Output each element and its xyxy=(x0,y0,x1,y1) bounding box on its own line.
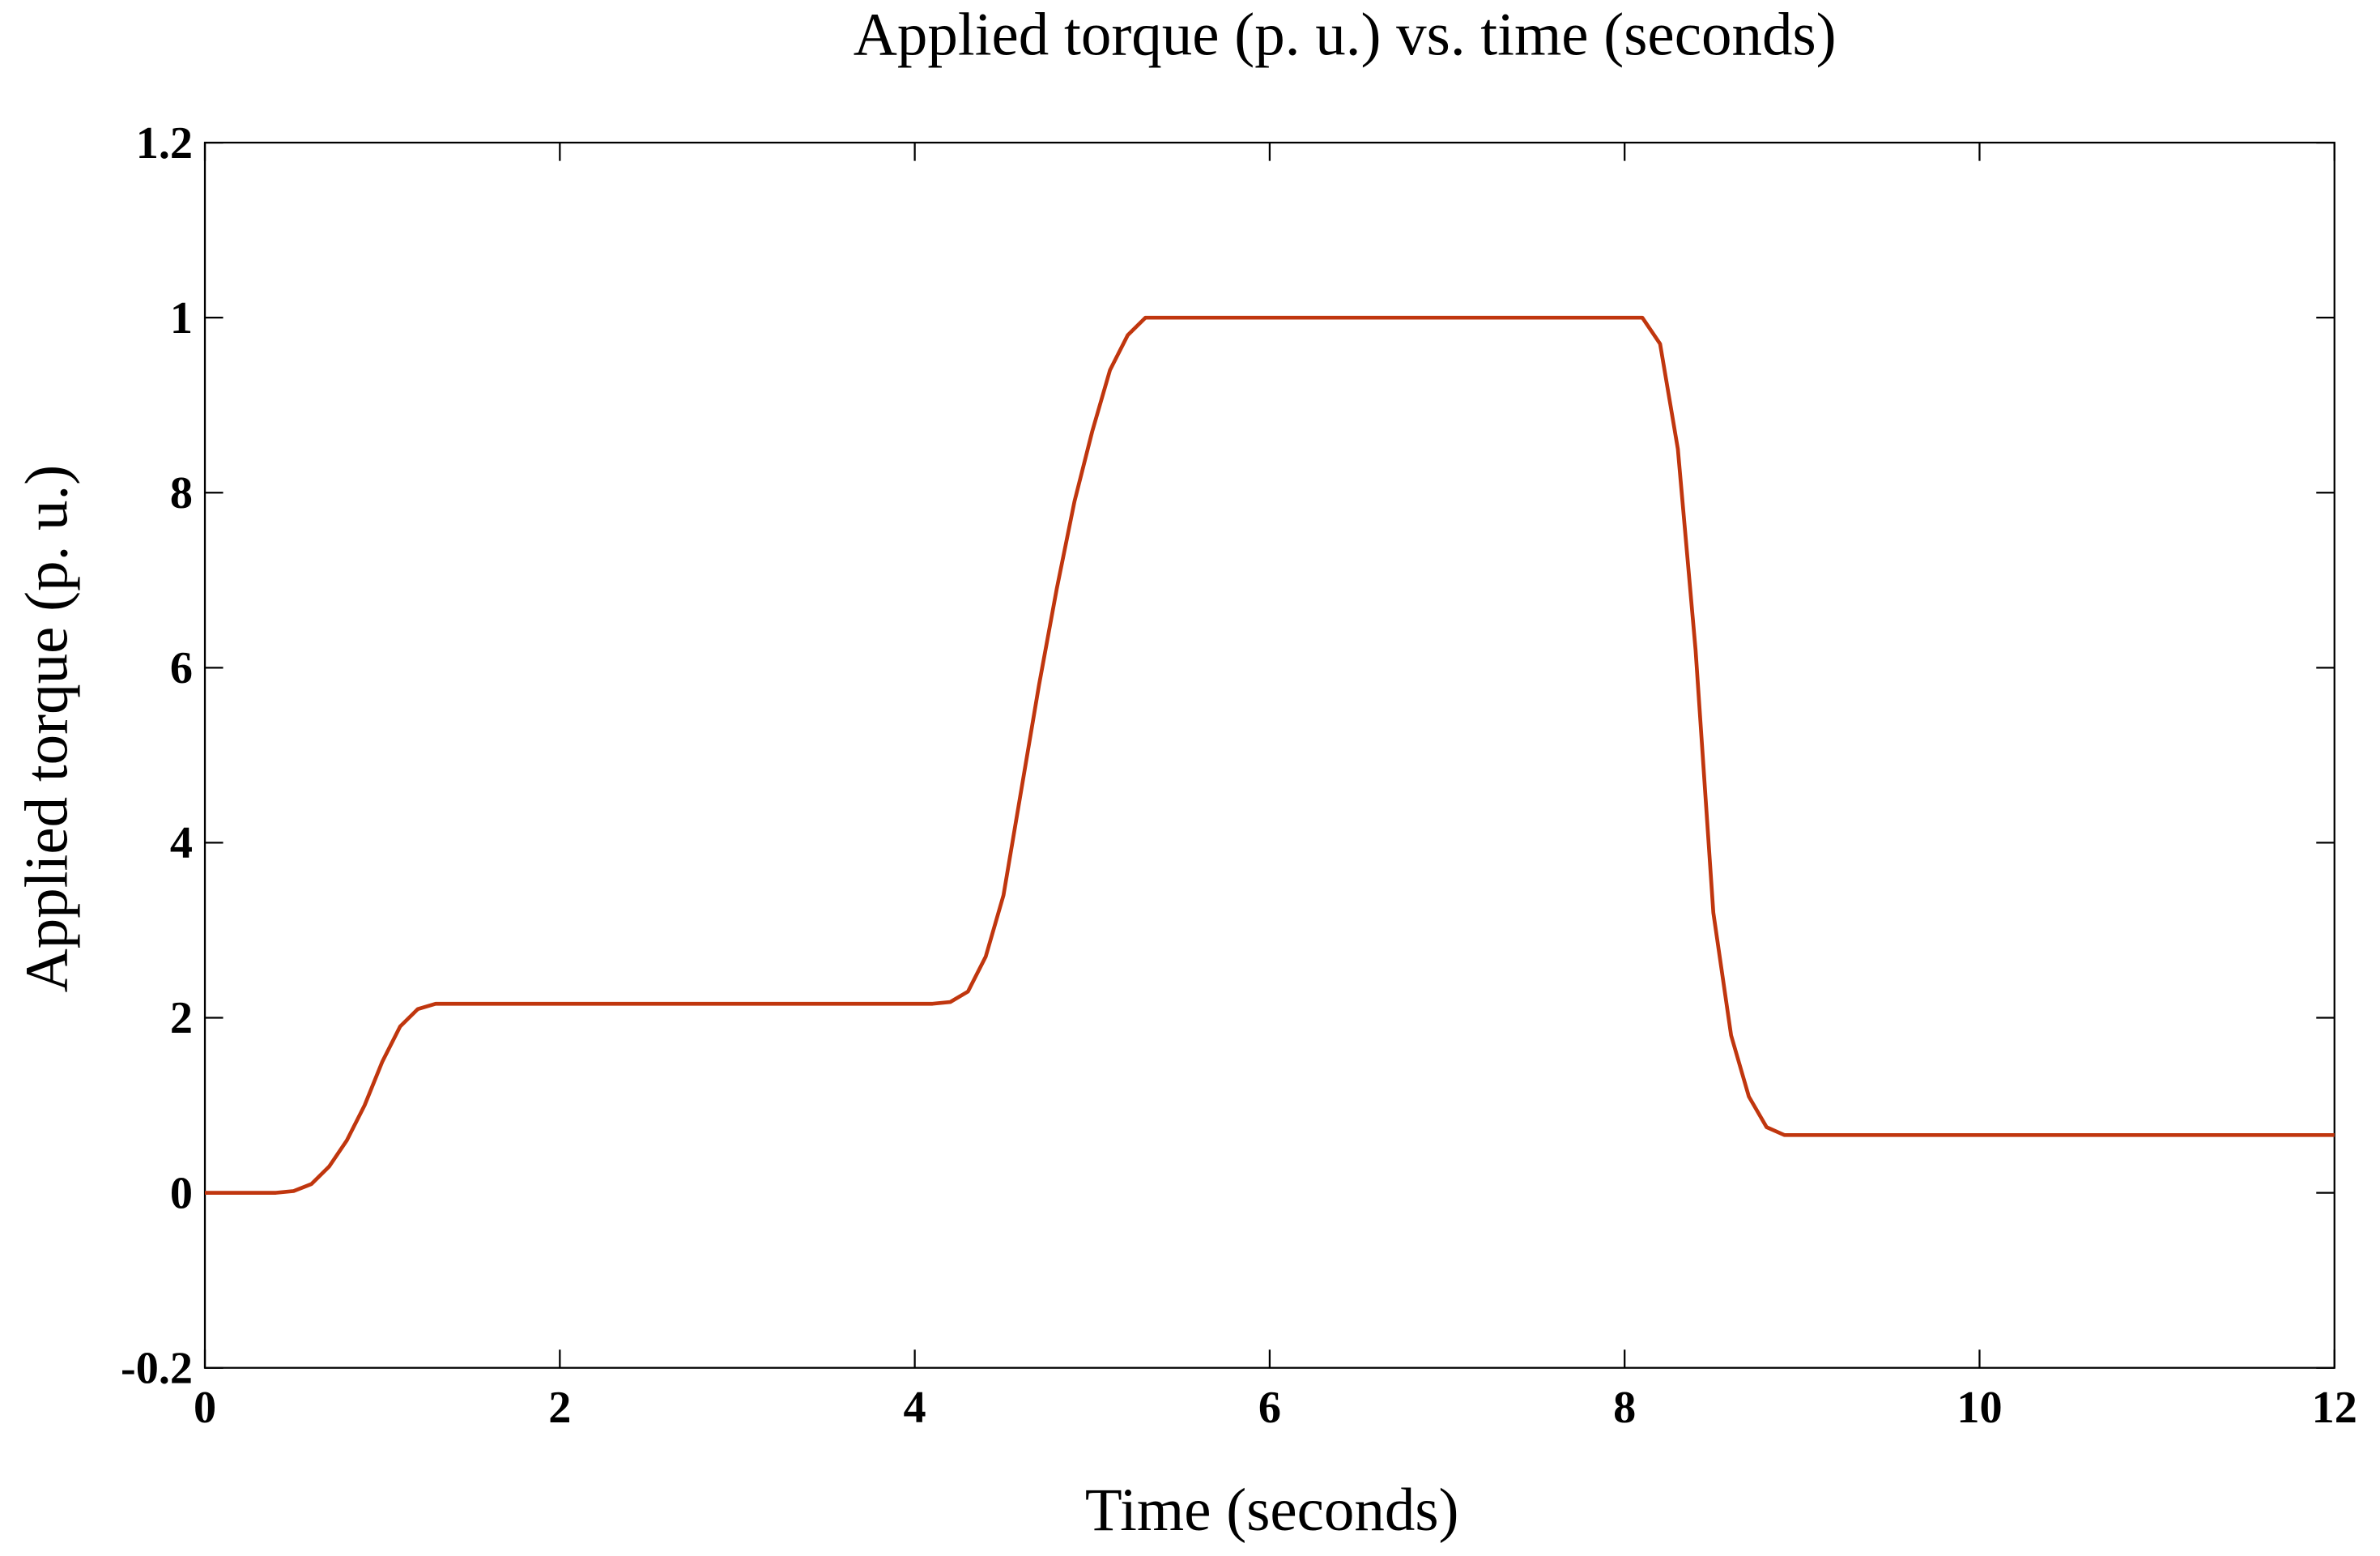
y-tick-label: 1 xyxy=(170,293,193,343)
y-tick-label: 6 xyxy=(170,643,193,693)
x-tick-label: 4 xyxy=(904,1383,926,1433)
data-line xyxy=(205,315,2335,1195)
y-tick-label: 4 xyxy=(170,818,193,868)
x-axis-label: Time (seconds) xyxy=(1085,1477,1459,1544)
y-tick-label: 1.2 xyxy=(136,118,193,168)
x-tick-label: 10 xyxy=(1956,1383,2002,1433)
x-tick-label: 6 xyxy=(1258,1383,1281,1433)
y-tick-label: 0 xyxy=(170,1168,193,1218)
plot-frame xyxy=(203,141,2335,1369)
y-tick-label: 2 xyxy=(170,993,193,1043)
x-tick-label: 8 xyxy=(1613,1383,1636,1433)
x-tick-label: 12 xyxy=(2312,1383,2357,1433)
x-tick-label: 0 xyxy=(194,1383,216,1433)
y-tick-label: 8 xyxy=(170,468,193,518)
chart-title: Applied torque (p. u.) vs. time (seconds… xyxy=(854,1,1837,68)
y-axis-label: Applied torque (p. u.) xyxy=(13,465,80,993)
x-tick-label: 2 xyxy=(548,1383,571,1433)
y-tick-label: -0.2 xyxy=(121,1343,193,1393)
